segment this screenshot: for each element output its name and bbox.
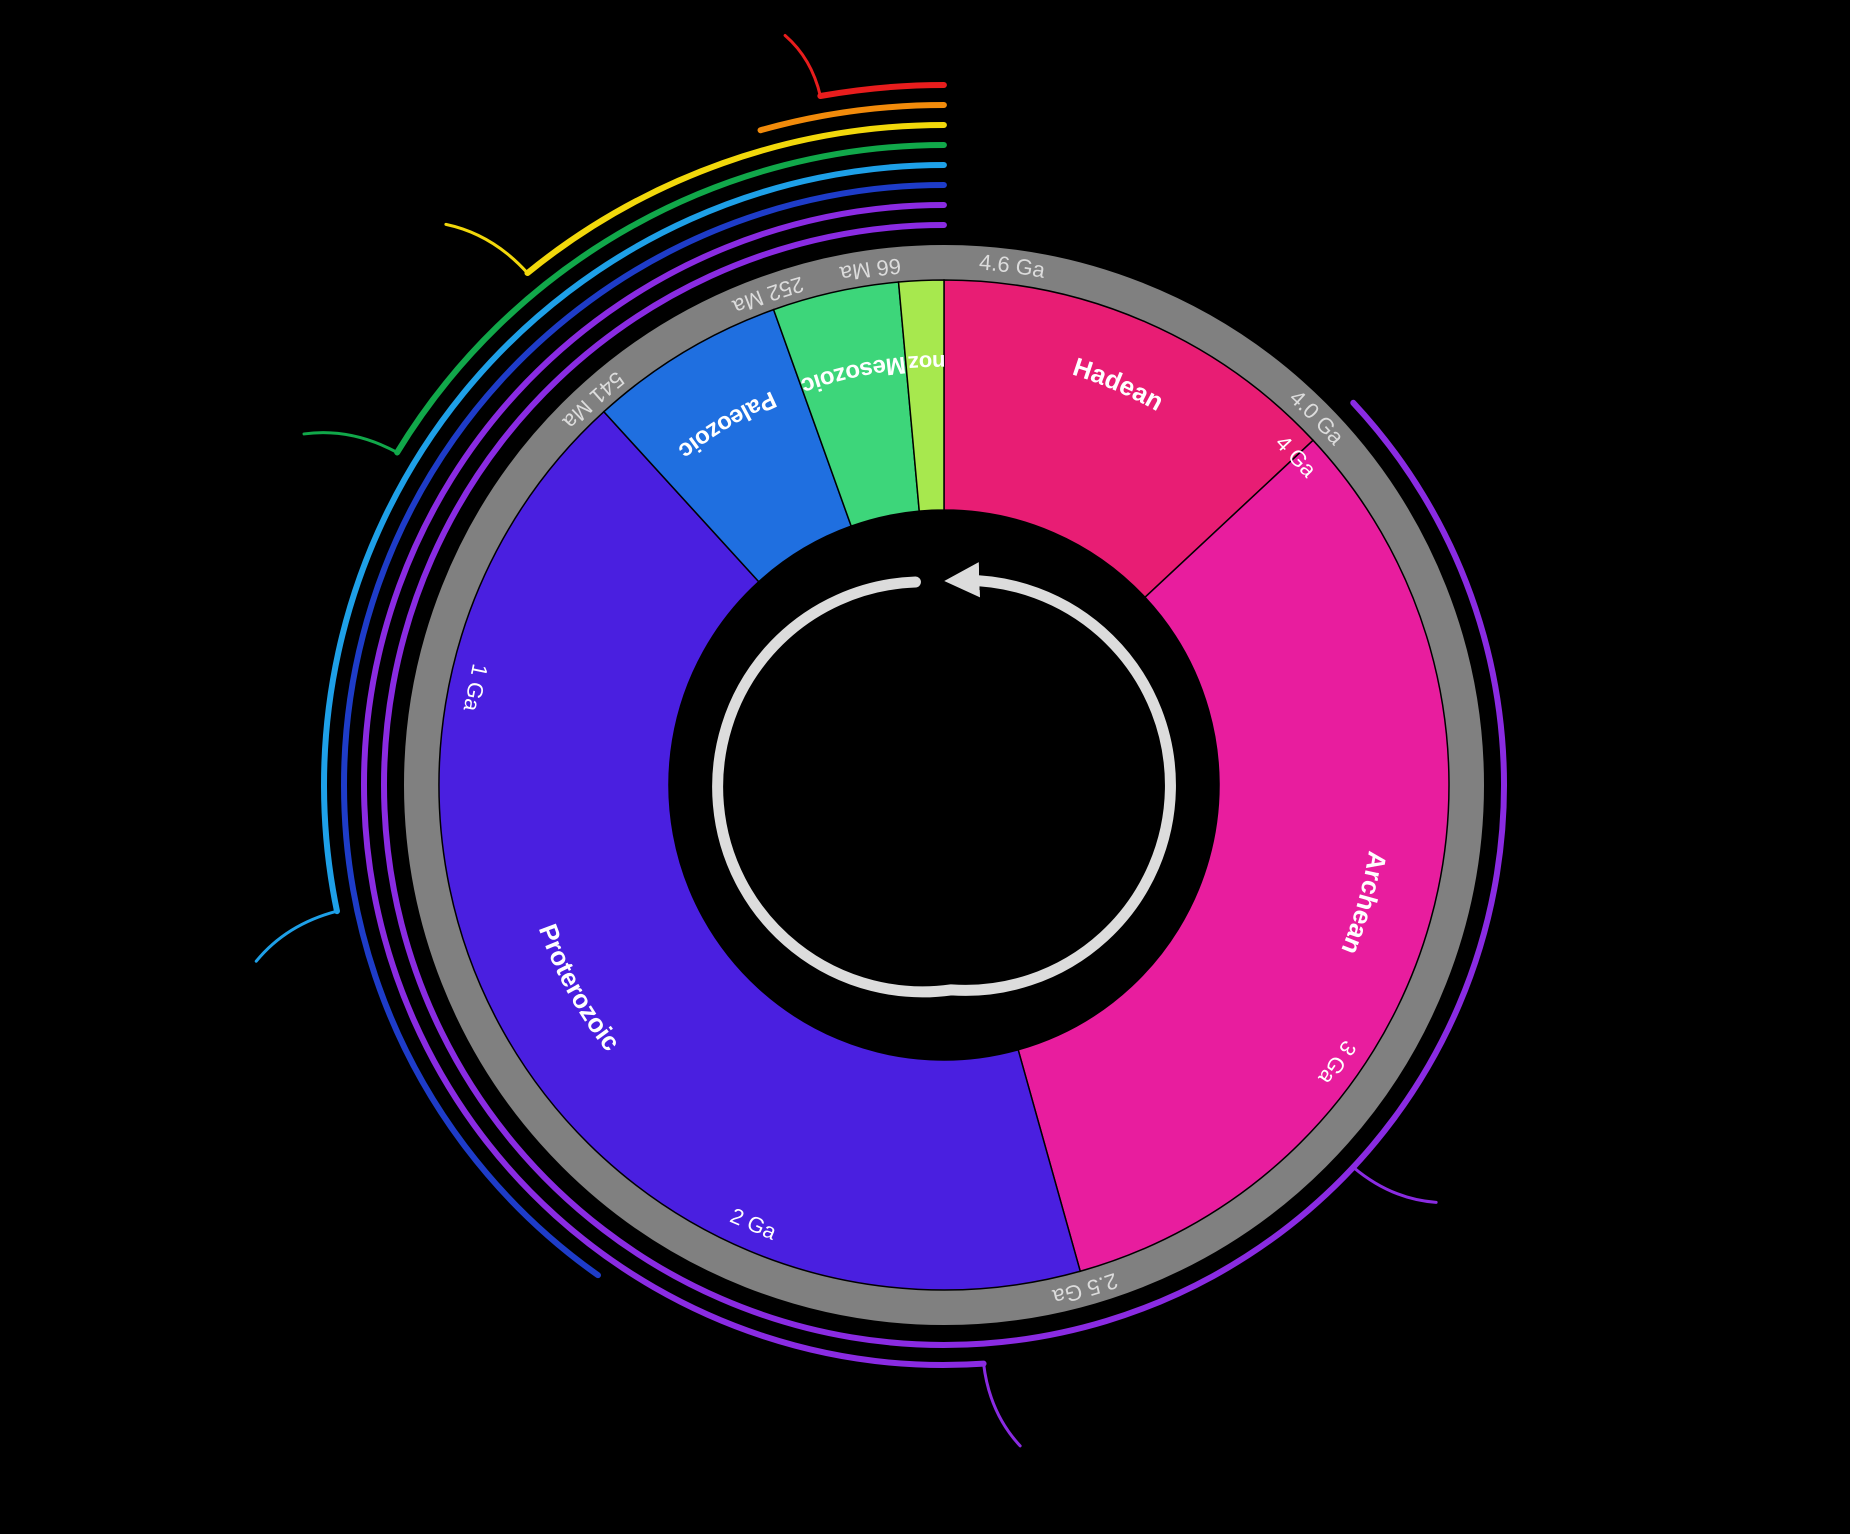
outer-arc-leader xyxy=(785,36,820,96)
outer-arc-leader xyxy=(1353,1167,1436,1202)
geologic-clock: HadeanArcheanProterozoicPaleozoicMesozoi… xyxy=(0,0,1850,1534)
outer-arc-leader xyxy=(446,224,528,273)
outer-arc-leader xyxy=(984,1364,1021,1446)
center-black xyxy=(669,510,1219,1060)
outer-arc-leader xyxy=(304,433,397,453)
outer-arc-leader xyxy=(256,911,337,961)
outer-arc xyxy=(820,85,944,96)
